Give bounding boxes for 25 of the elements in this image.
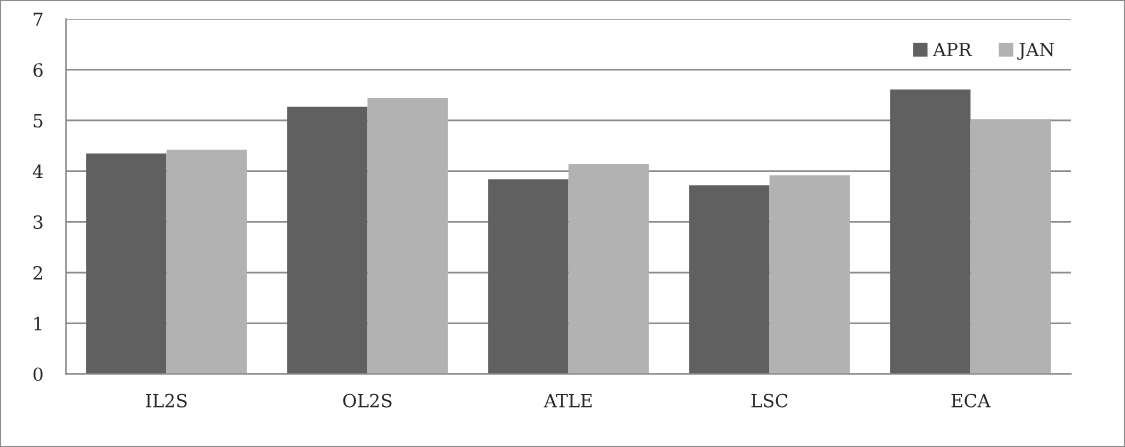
legend-label: APR (932, 42, 973, 57)
bar (769, 175, 850, 374)
x-tick-label: ATLE (543, 394, 592, 408)
x-tick-label: ECA (951, 393, 991, 408)
bar (890, 89, 971, 374)
bar (367, 98, 448, 374)
bar (568, 164, 649, 374)
bar (166, 149, 247, 374)
bar (970, 119, 1051, 374)
y-tick-label: 6 (33, 63, 43, 77)
bar (86, 153, 167, 374)
legend-label: JAN (1017, 42, 1054, 60)
bar (287, 106, 368, 374)
x-tick-label: LSC (751, 393, 788, 408)
bar (689, 185, 770, 374)
y-tick-label: 7 (33, 12, 43, 26)
x-tick-label: IL2S (146, 393, 187, 408)
y-tick-label: 0 (33, 367, 43, 382)
y-tick-label: 2 (33, 266, 43, 280)
y-tick-label: 5 (33, 114, 43, 128)
y-tick-label: 1 (34, 316, 42, 331)
x-tick-label: OL2S (343, 393, 392, 408)
y-tick-label: 3 (33, 215, 43, 229)
bar (488, 179, 569, 374)
y-tick-label: 4 (32, 164, 43, 178)
